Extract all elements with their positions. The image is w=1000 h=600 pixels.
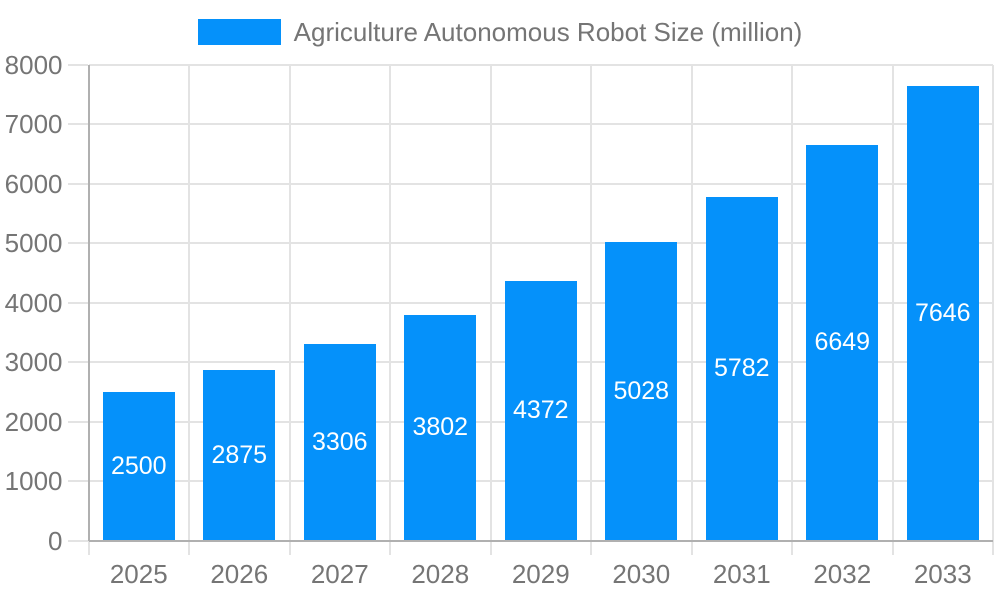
x-axis-line (88, 539, 993, 542)
legend[interactable]: Agriculture Autonomous Robot Size (milli… (0, 19, 1000, 45)
y-tick (67, 420, 88, 423)
x-tick (690, 540, 693, 555)
x-gridline (992, 65, 994, 541)
y-axis-label: 5000 (4, 228, 63, 259)
legend-swatch (197, 19, 281, 45)
y-axis-line (87, 65, 90, 541)
x-gridline (791, 65, 793, 541)
y-tick (67, 301, 88, 304)
bar: 3306 (303, 343, 376, 541)
x-axis-label: 2027 (310, 558, 369, 589)
y-axis-label: 0 (48, 525, 63, 556)
y-tick (67, 480, 88, 483)
y-gridline (88, 64, 993, 66)
y-axis-label: 6000 (4, 168, 63, 199)
x-gridline (891, 65, 894, 541)
x-axis-label: 2032 (813, 558, 872, 589)
bar: 2500 (102, 391, 175, 541)
bar-value-label: 4372 (512, 396, 569, 425)
x-tick (992, 540, 994, 555)
x-axis-label: 2030 (612, 558, 671, 589)
x-tick (389, 540, 391, 555)
x-gridline (690, 65, 693, 541)
bar-value-label: 7646 (914, 298, 971, 327)
x-tick (590, 540, 592, 555)
bar: 2875 (203, 369, 276, 541)
y-axis-label: 3000 (4, 347, 63, 378)
bar: 5782 (705, 196, 778, 541)
y-gridline (88, 242, 993, 245)
y-axis-label: 7000 (4, 109, 63, 140)
x-tick (489, 540, 492, 555)
x-gridline (389, 65, 391, 541)
x-gridline (188, 65, 190, 541)
bar: 5028 (605, 241, 678, 541)
y-gridline (88, 182, 993, 185)
bar: 6649 (806, 145, 879, 541)
x-tick (87, 540, 90, 555)
y-tick (67, 539, 88, 542)
y-tick (67, 361, 88, 364)
x-axis-label: 2029 (511, 558, 570, 589)
plot-area: 0 1000 2000 3000 4000 5000 6000 7000 8000 2500 287… (5, 52, 994, 587)
legend-label: Agriculture Autonomous Robot Size (milli… (293, 17, 803, 47)
x-axis-label: 2026 (210, 558, 269, 589)
y-tick (67, 242, 88, 245)
y-axis-label: 4000 (4, 287, 63, 318)
x-axis-label: 2033 (913, 558, 972, 589)
y-tick (67, 64, 88, 66)
bar-value-label: 3802 (412, 413, 469, 441)
x-tick (288, 540, 291, 555)
bar: 7646 (906, 86, 979, 541)
bar-value-label: 5028 (613, 376, 670, 405)
bar: 4372 (504, 280, 577, 541)
y-tick (67, 182, 88, 185)
x-gridline (590, 65, 592, 541)
bar-value-label: 2500 (110, 451, 167, 480)
x-gridline (288, 65, 291, 541)
y-axis-label: 1000 (4, 466, 63, 497)
bar: 3802 (404, 314, 477, 541)
bar-value-label: 2875 (211, 440, 268, 469)
x-tick (891, 540, 894, 555)
y-axis-label: 8000 (4, 50, 63, 80)
y-tick (67, 123, 88, 126)
x-tick (188, 540, 190, 555)
x-gridline (489, 65, 492, 541)
bar-value-label: 6649 (814, 328, 871, 357)
x-tick (791, 540, 793, 555)
x-axis-label: 2025 (109, 558, 168, 589)
x-axis-label: 2028 (411, 558, 470, 589)
y-axis-label: 2000 (4, 406, 63, 437)
bar-value-label: 3306 (311, 427, 368, 456)
x-axis-label: 2031 (712, 558, 771, 589)
y-gridline (88, 123, 993, 126)
bar-value-label: 5782 (713, 354, 770, 383)
